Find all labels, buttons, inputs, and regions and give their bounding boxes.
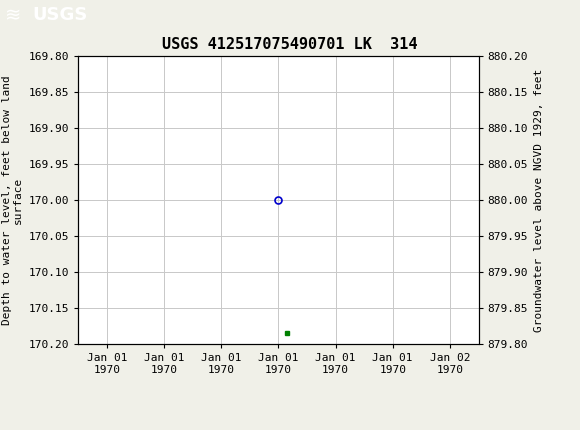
- Y-axis label: Groundwater level above NGVD 1929, feet: Groundwater level above NGVD 1929, feet: [534, 68, 543, 332]
- Y-axis label: Depth to water level, feet below land
surface: Depth to water level, feet below land su…: [2, 75, 23, 325]
- Text: USGS: USGS: [32, 6, 87, 25]
- Text: ≋: ≋: [5, 6, 21, 25]
- Text: USGS 412517075490701 LK  314: USGS 412517075490701 LK 314: [162, 37, 418, 52]
